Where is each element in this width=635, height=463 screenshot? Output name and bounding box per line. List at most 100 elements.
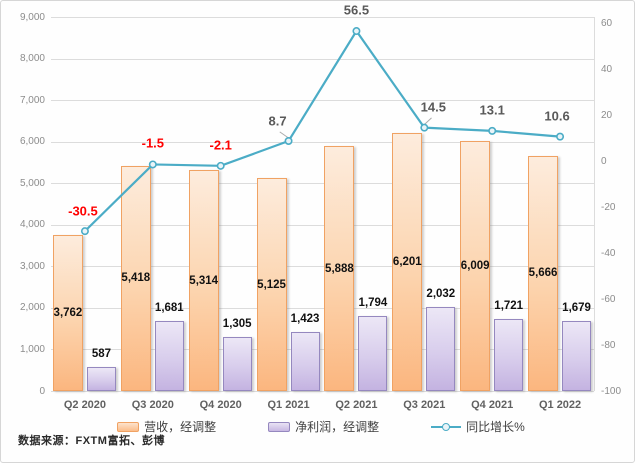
y-axis-tick-left: 2,000 — [19, 302, 45, 314]
profit-bar-label: 1,679 — [562, 302, 591, 315]
x-axis-label: Q1 2022 — [538, 399, 582, 411]
revenue-bar-label: 5,314 — [189, 274, 219, 287]
x-axis-label: Q2 2020 — [63, 399, 107, 411]
label-leader-line — [279, 131, 289, 139]
x-axis-label: Q4 2020 — [199, 399, 242, 411]
gridline — [51, 100, 594, 102]
gridline — [51, 58, 594, 60]
gridline — [51, 224, 594, 226]
x-axis-label: Q4 2021 — [471, 399, 514, 411]
x-axis-label: Q3 2020 — [131, 399, 174, 411]
profit-bar-label: 1,305 — [222, 317, 252, 330]
profit-bar-label: 1,681 — [154, 302, 184, 315]
growth-line — [84, 29, 561, 232]
growth-point-label: 56.5 — [343, 2, 370, 18]
growth-point-label: -2.1 — [209, 137, 232, 153]
gridline — [51, 183, 594, 185]
revenue-bar-label: 5,418 — [121, 272, 151, 285]
growth-point-label: 13.1 — [479, 102, 505, 118]
revenue-bar — [324, 146, 355, 391]
y-axis-tick-right: -80 — [601, 339, 616, 351]
profit-bar-label: 587 — [91, 347, 112, 360]
revenue-bar — [188, 170, 219, 391]
y-axis-tick-right: -20 — [601, 201, 616, 213]
data-source-note: 数据来源：FXTM富拓、彭博 — [18, 435, 165, 447]
x-axis-label: Q1 2021 — [267, 399, 310, 411]
y-axis-tick-right: -40 — [601, 247, 616, 259]
y-axis-tick-left: 9,000 — [19, 11, 45, 23]
gridline — [51, 307, 594, 309]
legend-item-profit: 净利润，经调整 — [268, 418, 379, 435]
gridline — [51, 391, 594, 392]
growth-point-label: -1.5 — [141, 135, 165, 151]
profit-bar — [358, 316, 388, 391]
revenue-bar-label: 5,125 — [257, 278, 286, 291]
x-axis-label: Q2 2021 — [335, 399, 378, 411]
y-axis-tick-left: 5,000 — [19, 177, 45, 189]
label-leader-line — [423, 117, 432, 126]
revenue-bar — [120, 165, 151, 391]
profit-bar-label: 1,721 — [494, 300, 524, 313]
growth-point-marker — [420, 123, 429, 132]
legend-label-profit: 净利润，经调整 — [295, 420, 380, 434]
growth-point-label: 10.6 — [544, 108, 570, 124]
legend-label-revenue: 营收，经调整 — [144, 420, 217, 434]
revenue-bar-label: 6,201 — [392, 256, 422, 269]
growth-point-label: 14.5 — [420, 99, 446, 115]
legend-item-growth: 同比增长% — [431, 418, 525, 435]
gridline — [51, 349, 594, 351]
y-axis-tick-left: 1,000 — [19, 343, 45, 355]
y-axis-tick-right: 20 — [601, 109, 613, 121]
growth-point-label: -30.5 — [68, 203, 98, 219]
y-axis-tick-left: 3,000 — [19, 260, 45, 272]
y-axis-tick-left: 8,000 — [19, 53, 45, 65]
profit-bar-label: 1,423 — [290, 312, 320, 325]
growth-point-marker — [80, 227, 89, 236]
legend-item-revenue: 营收，经调整 — [117, 418, 216, 435]
gridline — [51, 141, 594, 143]
growth-point-marker — [216, 161, 225, 170]
profit-bar — [290, 331, 320, 391]
revenue-bar-label: 6,009 — [460, 260, 490, 273]
growth-point-marker — [148, 160, 157, 169]
y-axis-tick-left: 4,000 — [19, 219, 45, 231]
right-axis-line — [594, 17, 595, 391]
profit-swatch-icon — [268, 421, 291, 432]
profit-bar — [86, 366, 116, 391]
revenue-bar-label: 5,666 — [528, 267, 558, 280]
profit-bar — [222, 336, 252, 391]
growth-point-marker — [284, 136, 293, 145]
profit-bar-label: 1,794 — [358, 297, 388, 310]
y-axis-tick-left: 6,000 — [19, 136, 45, 148]
revenue-bar-label: 5,888 — [325, 262, 354, 275]
growth-point-marker — [352, 27, 361, 36]
revenue-bar — [256, 178, 287, 391]
revenue-bar — [528, 155, 559, 391]
chart-legend: 营收，经调整 净利润，经调整 同比增长% — [41, 418, 601, 435]
y-axis-tick-right: 60 — [601, 17, 613, 29]
growth-line-marker-icon — [431, 422, 462, 432]
profit-bar — [426, 306, 456, 391]
revenue-bar — [52, 234, 83, 391]
growth-point-label: 8.7 — [268, 113, 287, 129]
growth-point-marker — [488, 126, 497, 135]
profit-bar — [562, 321, 592, 391]
y-axis-tick-right: 0 — [601, 155, 607, 167]
y-axis-tick-right: -60 — [601, 293, 616, 305]
y-axis-tick-left: 7,000 — [19, 94, 45, 106]
profit-bar — [154, 321, 184, 391]
gridline — [51, 266, 594, 268]
revenue-bar-label: 3,762 — [53, 306, 83, 319]
gridline — [51, 17, 594, 18]
y-axis-tick-left: 0 — [39, 385, 45, 397]
growth-point-marker — [556, 132, 565, 141]
revenue-bar — [460, 141, 491, 391]
profit-bar — [494, 319, 524, 391]
revenue-swatch-icon — [117, 421, 140, 432]
legend-label-growth: 同比增长% — [466, 420, 525, 434]
y-axis-tick-right: -100 — [601, 385, 622, 397]
x-axis-label: Q3 2021 — [403, 399, 446, 411]
revenue-bar — [392, 133, 423, 391]
